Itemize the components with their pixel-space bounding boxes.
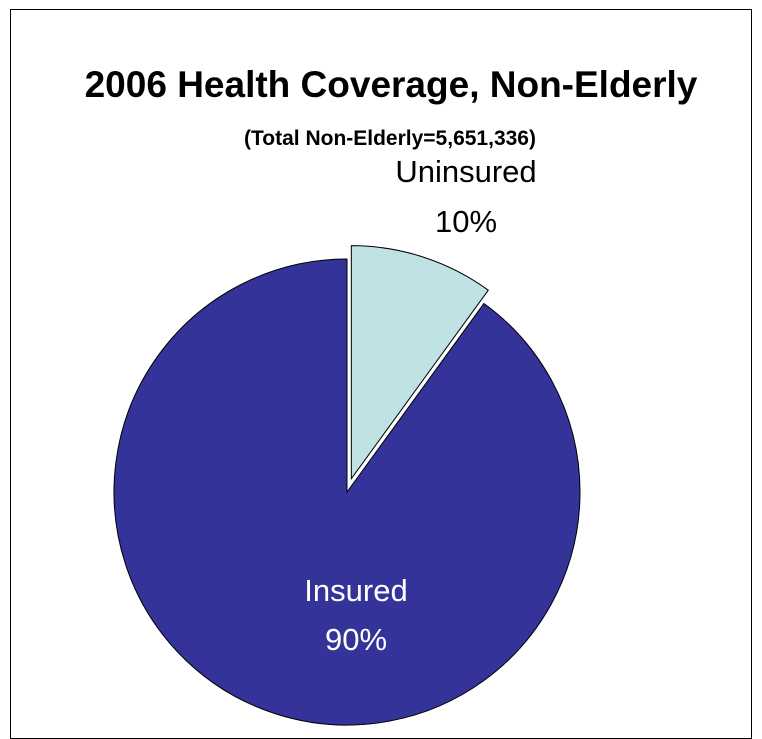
slice-label-insured: Insured — [304, 573, 407, 608]
pie-slice-uninsured — [350, 245, 489, 481]
slice-label-uninsured: Uninsured — [395, 154, 536, 189]
chart-subtitle: (Total Non-Elderly=5,651,336) — [244, 127, 536, 150]
pie-slice-insured — [113, 258, 581, 726]
pie-labels: Uninsured 10% Insured 90% — [304, 154, 536, 657]
chart-title: 2006 Health Coverage, Non-Elderly — [84, 64, 698, 105]
slice-percent-uninsured: 10% — [435, 204, 497, 239]
slice-percent-insured: 90% — [325, 622, 387, 657]
pie-slices — [113, 245, 581, 726]
